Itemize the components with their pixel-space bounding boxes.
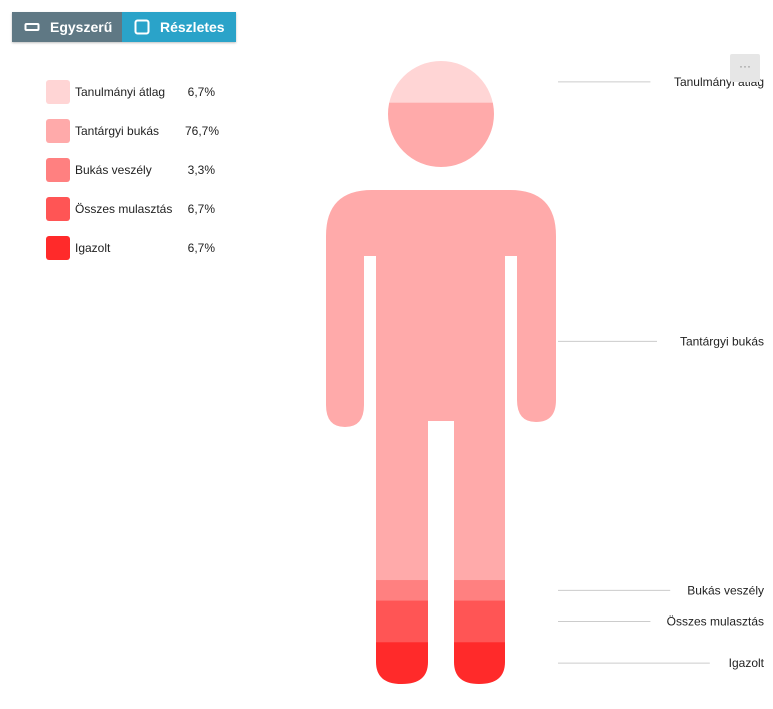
callout-lines	[558, 81, 762, 664]
callout-label: Tantárgyi bukás	[680, 334, 764, 348]
legend-label: Bukás veszély	[75, 163, 152, 177]
legend-swatch	[46, 197, 70, 221]
callout-label-bg	[709, 655, 764, 672]
legend-value: 6,7%	[187, 202, 215, 216]
legend-item[interactable]: Igazolt 6,7%	[46, 236, 215, 260]
legend-swatch	[46, 80, 70, 104]
legend-value: 6,7%	[187, 241, 215, 255]
callout-label-bg	[657, 333, 764, 350]
chart-menu-button[interactable]: ···	[730, 54, 760, 82]
legend-item[interactable]: Tantárgyi bukás 76,7%	[46, 119, 220, 143]
callout-label: Összes mulasztás	[667, 614, 764, 628]
rectangle-outline-icon	[24, 23, 40, 31]
legend-swatch	[46, 236, 70, 260]
legend-label: Tantárgyi bukás	[75, 124, 160, 138]
callout-label: Igazolt	[729, 656, 765, 670]
figure-band[interactable]	[300, 102, 580, 581]
detailed-view-button[interactable]: Részletes	[122, 12, 236, 42]
figure-band[interactable]	[300, 580, 580, 602]
figure-band[interactable]	[300, 61, 580, 104]
legend-value: 3,3%	[187, 163, 215, 177]
legend-item[interactable]: Összes mulasztás 6,7%	[46, 197, 215, 221]
legend-label: Tanulmányi átlag	[75, 85, 166, 99]
legend-item[interactable]: Bukás veszély 3,3%	[46, 158, 215, 182]
square-outline-icon	[134, 19, 150, 35]
legend-swatch	[46, 119, 70, 143]
callout-label-bg	[670, 582, 764, 599]
figure-bands	[300, 61, 580, 684]
legend-label: Összes mulasztás	[75, 202, 173, 216]
callout-label-bg	[650, 613, 764, 630]
legend-value: 6,7%	[187, 85, 215, 99]
legend-swatch	[46, 158, 70, 182]
detailed-view-label: Részletes	[160, 19, 225, 35]
figure-band[interactable]	[300, 642, 580, 684]
simple-view-label: Egyszerű	[50, 19, 113, 35]
figure-band[interactable]	[300, 600, 580, 643]
view-toggle: Egyszerű Részletes	[12, 12, 236, 42]
simple-view-button[interactable]: Egyszerű	[12, 12, 122, 42]
legend-value: 76,7%	[185, 124, 220, 138]
legend-item[interactable]: Tanulmányi átlag 6,7%	[46, 80, 215, 104]
callout-label: Bukás veszély	[687, 583, 764, 597]
legend-label: Igazolt	[75, 241, 111, 255]
chart-legend: Tanulmányi átlag 6,7% Tantárgyi bukás 76,7%…	[46, 80, 220, 275]
